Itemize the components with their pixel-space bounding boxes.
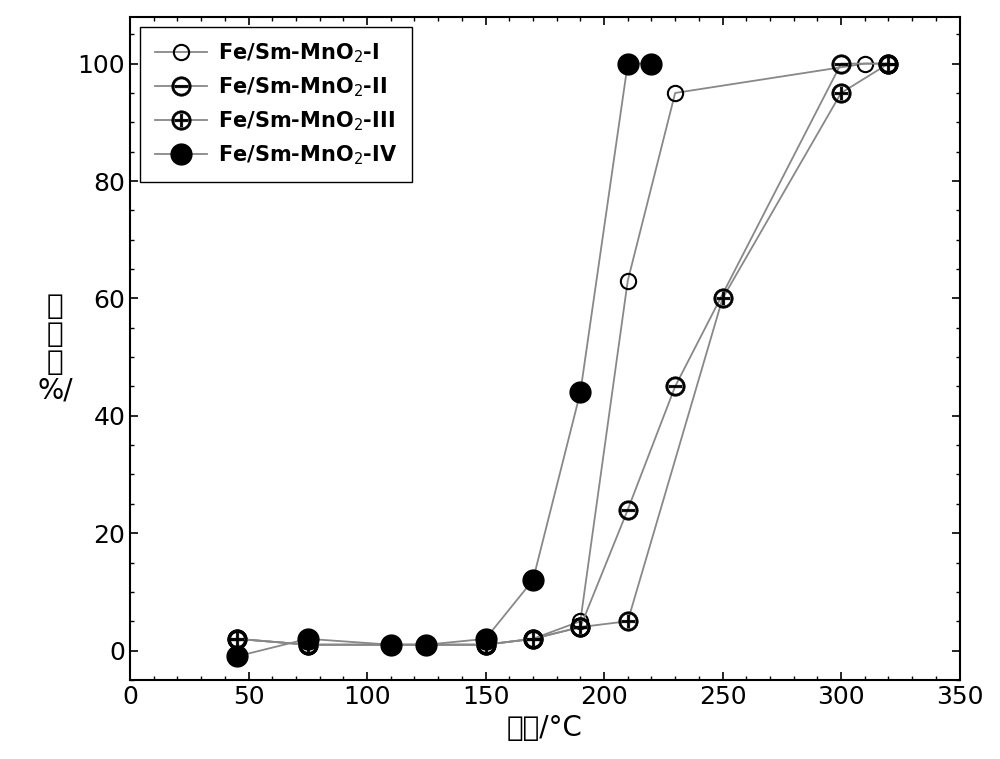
Legend: Fe/Sm-MnO$_2$-I, Fe/Sm-MnO$_2$-II, Fe/Sm-MnO$_2$-III, Fe/Sm-MnO$_2$-IV: Fe/Sm-MnO$_2$-I, Fe/Sm-MnO$_2$-II, Fe/Sm… (140, 27, 412, 182)
Text: 转
化
率
%/: 转 化 率 %/ (38, 292, 73, 405)
X-axis label: 温度/°C: 温度/°C (507, 714, 583, 742)
